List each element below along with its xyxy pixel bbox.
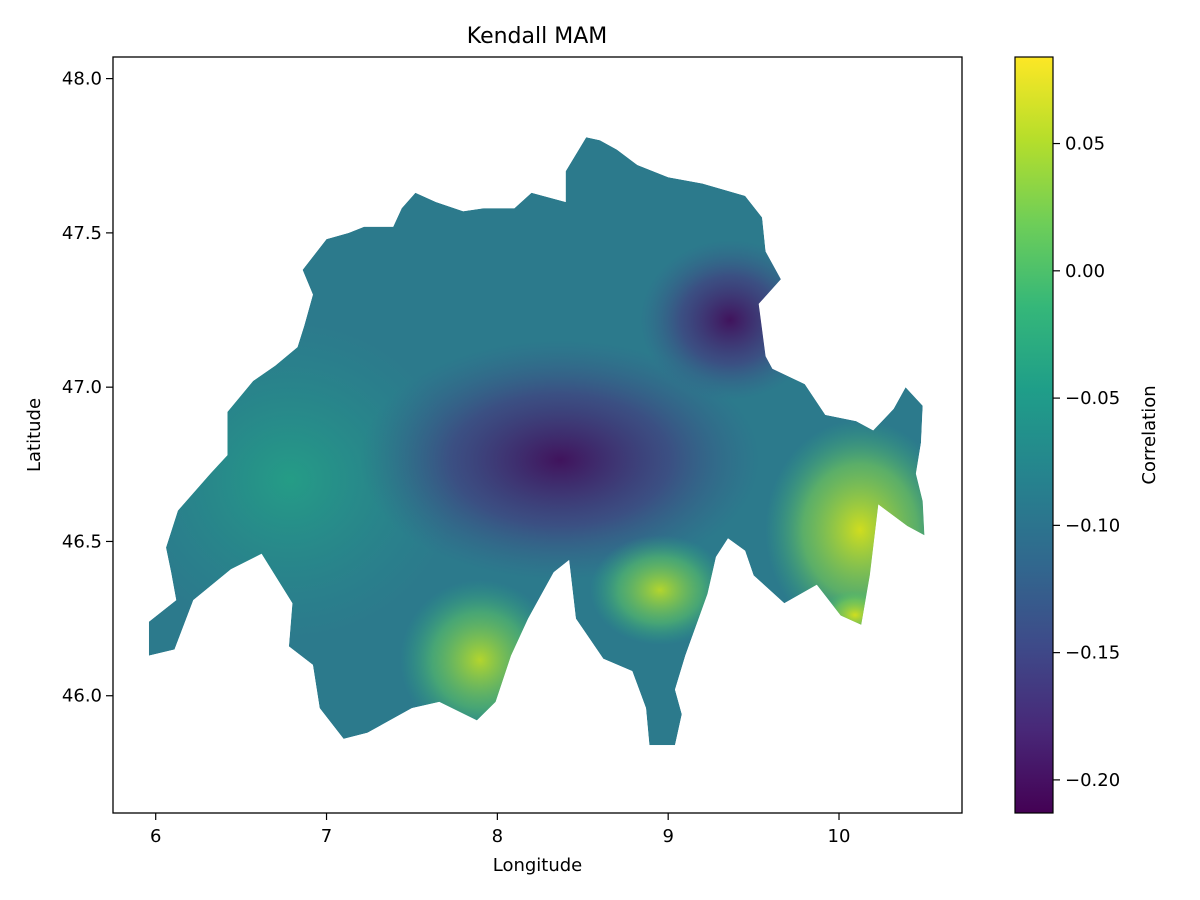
southeast-high-values — [820, 590, 890, 640]
heatmap-area — [148, 137, 925, 746]
colorbar-tick-label: −0.10 — [1065, 515, 1120, 536]
y-tick-label: 46.5 — [62, 531, 102, 552]
colorbar-tick-label: −0.15 — [1065, 643, 1120, 664]
chart-title: Kendall MAM — [467, 24, 608, 49]
x-axis-label: Longitude — [493, 855, 583, 876]
y-tick-label: 47.0 — [62, 377, 102, 398]
y-axis: 46.0 46.5 47.0 47.5 48.0 — [62, 69, 113, 707]
colorbar-tick-label: −0.20 — [1065, 770, 1120, 791]
x-tick-label: 10 — [828, 826, 851, 847]
colorbar-tick-label: −0.05 — [1065, 388, 1120, 409]
x-tick-label: 8 — [492, 826, 503, 847]
colorbar — [1014, 56, 1054, 814]
central-low-values — [360, 340, 760, 580]
south-high-values — [400, 580, 560, 740]
colorbar-tick-label: 0.00 — [1065, 261, 1105, 282]
y-tick-label: 48.0 — [62, 69, 102, 90]
x-axis: 6 7 8 9 10 — [150, 813, 850, 847]
colorbar-label: Correlation — [1139, 385, 1160, 484]
colorbar-ticks: −0.20 −0.15 −0.10 −0.05 0.00 0.05 — [1053, 134, 1120, 791]
x-tick-label: 7 — [321, 826, 332, 847]
plot-frame — [112, 56, 963, 814]
y-axis-label: Latitude — [24, 398, 45, 472]
ticino-high-values — [590, 535, 730, 645]
x-tick-label: 9 — [662, 826, 673, 847]
y-tick-label: 46.0 — [62, 686, 102, 707]
x-tick-label: 6 — [150, 826, 161, 847]
y-tick-label: 47.5 — [62, 223, 102, 244]
northeast-low-values — [640, 240, 820, 400]
colorbar-tick-label: 0.05 — [1065, 134, 1105, 155]
